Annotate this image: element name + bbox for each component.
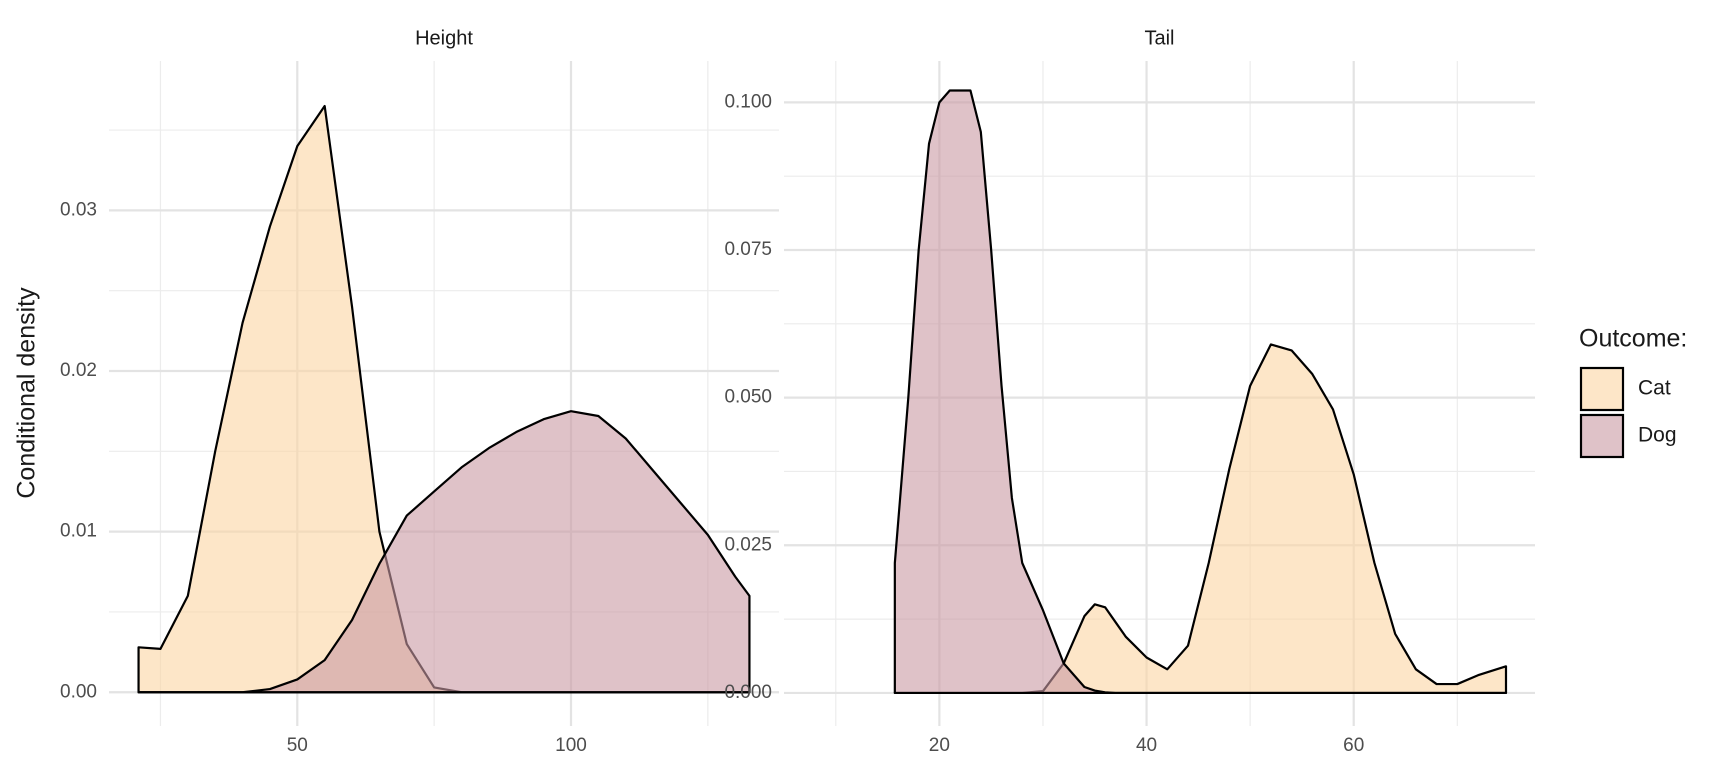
y-tick-label: 0.100 xyxy=(724,91,772,112)
x-tick-label: 20 xyxy=(929,735,950,756)
density-area xyxy=(893,89,1508,695)
panel-title: Tail xyxy=(1144,27,1174,49)
legend-label: Dog xyxy=(1638,424,1677,447)
x-tick-label: 50 xyxy=(287,735,308,756)
x-tick-label: 40 xyxy=(1136,735,1157,756)
x-tick-label: 60 xyxy=(1343,735,1364,756)
legend-swatch xyxy=(1579,413,1625,459)
y-tick-label: 0.01 xyxy=(60,521,97,542)
density-area xyxy=(137,410,751,694)
panel-title: Height xyxy=(415,27,473,49)
legend-swatch xyxy=(1579,366,1625,412)
y-tick-label: 0.075 xyxy=(724,239,772,260)
y-tick-label: 0.050 xyxy=(724,387,772,408)
y-tick-label: 0.000 xyxy=(724,682,772,703)
y-tick-label: 0.02 xyxy=(60,360,97,381)
y-axis-label: Conditional density xyxy=(13,287,41,499)
legend-title: Outcome: xyxy=(1579,325,1687,353)
legend-label: Cat xyxy=(1638,377,1671,400)
y-tick-label: 0.00 xyxy=(60,681,97,702)
y-tick-label: 0.025 xyxy=(724,534,772,555)
x-tick-label: 100 xyxy=(555,735,587,756)
y-tick-label: 0.03 xyxy=(60,199,97,220)
